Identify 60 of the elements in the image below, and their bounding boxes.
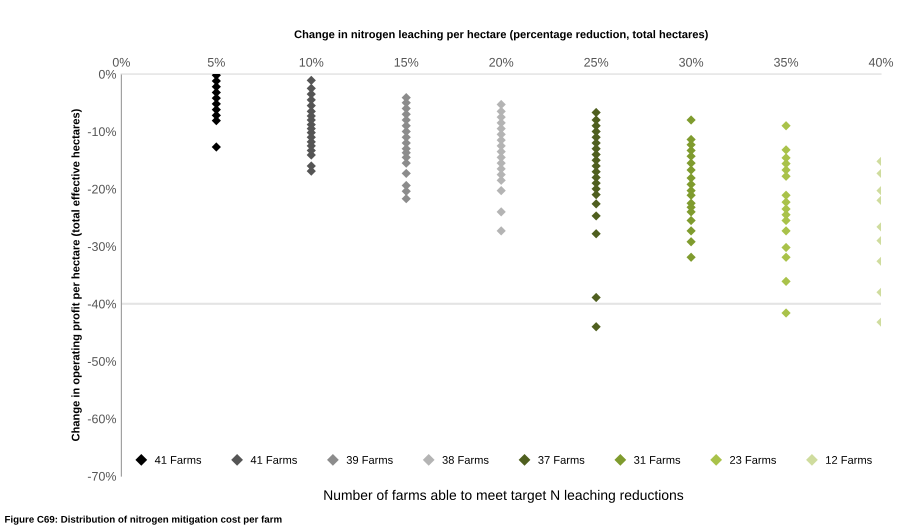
point (402, 168, 411, 178)
point (686, 252, 696, 262)
point (686, 237, 696, 246)
x-axis-title: Change in nitrogen leaching per hectare (percentage reduction, total hectares) (294, 30, 708, 40)
point (686, 158, 696, 168)
x-tick-label: 30% (679, 58, 704, 67)
point (496, 207, 506, 217)
point (306, 76, 316, 85)
point (781, 276, 791, 286)
point (686, 165, 696, 175)
y-axis-title: Change in operating profit per hectare (total effective hectares) (71, 109, 82, 442)
legend-label: 41 Farms (250, 456, 297, 464)
y-tick-label: -60% (88, 414, 116, 424)
x-tick-label: 40% (868, 58, 894, 67)
point (781, 145, 791, 154)
point (402, 194, 411, 204)
x-tick-label: 0% (112, 58, 130, 67)
legend-label: 31 Farms (634, 456, 680, 464)
legend-label: 12 Farms (826, 456, 872, 464)
point (781, 252, 791, 262)
point (781, 172, 791, 181)
point (592, 199, 601, 208)
point (686, 226, 696, 236)
point (781, 308, 791, 318)
point (686, 216, 696, 226)
point (592, 292, 601, 302)
point (686, 115, 696, 125)
x-tick-label: 35% (774, 58, 798, 67)
y-tick-label: -70% (88, 472, 116, 481)
point (592, 108, 601, 118)
point (686, 173, 696, 183)
point (781, 165, 791, 175)
y-tick-label: -10% (88, 127, 116, 136)
legend-label: 38 Farms (442, 456, 489, 464)
point (781, 242, 791, 252)
x-tick-label: 5% (208, 58, 225, 67)
y-tick-label: -20% (88, 184, 116, 194)
point (592, 322, 601, 332)
y-tick-label: -30% (88, 242, 116, 252)
y-tick-label: 0% (98, 70, 116, 79)
x-tick-label: 25% (584, 58, 608, 67)
point (781, 121, 791, 130)
caption: Figure C69: Distribution of nitrogen mitigation cost per farm (5, 516, 282, 525)
y-tick-label: -50% (88, 357, 116, 366)
point (592, 211, 601, 221)
x-tick-label: 15% (394, 58, 418, 67)
legend-label: 23 Farms (730, 456, 776, 464)
legend-label: 41 Farms (154, 456, 202, 464)
legend-label: 39 Farms (346, 456, 393, 464)
legend-label: 37 Farms (538, 456, 584, 464)
x-tick-label: 10% (300, 58, 324, 67)
point (781, 198, 791, 207)
point (496, 186, 506, 196)
point (592, 229, 601, 238)
point (496, 226, 506, 236)
point (781, 226, 791, 236)
text: Number of farms able to meet target N leaching reductions (324, 490, 684, 503)
x-tick-label: 20% (489, 58, 514, 67)
point (212, 142, 221, 152)
y-tick-label: -40% (88, 300, 116, 308)
